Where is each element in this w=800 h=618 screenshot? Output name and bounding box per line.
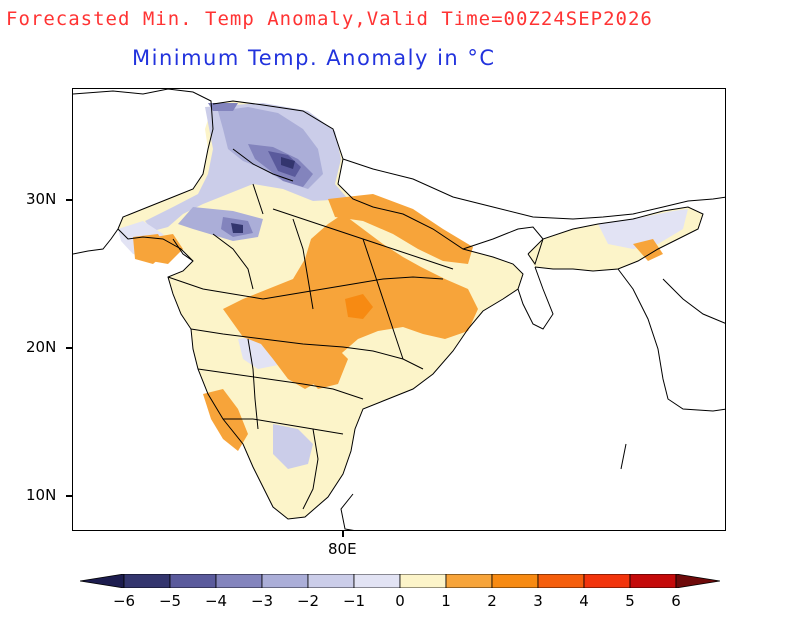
lat-tick-10n bbox=[66, 495, 72, 497]
anomaly-neg-south bbox=[273, 424, 313, 469]
lat-label-20n: 20N bbox=[26, 338, 57, 356]
colorbar-bin bbox=[215, 574, 263, 588]
colorbar-label: 6 bbox=[671, 592, 681, 610]
colorbar-bin bbox=[445, 574, 493, 588]
colorbar-bin bbox=[491, 574, 539, 588]
colorbar-bin bbox=[629, 574, 677, 588]
colorbar-bin bbox=[169, 574, 217, 588]
colorbar-label: 3 bbox=[533, 592, 543, 610]
colorbar-bin bbox=[399, 574, 447, 588]
colorbar-label: −4 bbox=[204, 592, 228, 610]
colorbar-label: 2 bbox=[487, 592, 497, 610]
colorbar-label: 4 bbox=[579, 592, 589, 610]
colorbar-bin bbox=[537, 574, 585, 588]
anomaly-pos1-nw bbox=[143, 234, 183, 264]
anomaly-pos1-east bbox=[303, 344, 348, 389]
colorbar-bin bbox=[261, 574, 309, 588]
lat-tick-20n bbox=[66, 347, 72, 349]
map-canvas bbox=[73, 89, 725, 530]
colorbar bbox=[80, 574, 720, 588]
colorbar-bin bbox=[583, 574, 631, 588]
lat-tick-30n bbox=[66, 199, 72, 201]
chart-subtitle: Minimum Temp. Anomaly in °C bbox=[132, 46, 496, 70]
colorbar-label: 1 bbox=[441, 592, 451, 610]
anomaly-pos1-gangetic bbox=[328, 194, 473, 264]
colorbar-label: −5 bbox=[158, 592, 182, 610]
lat-label-30n: 30N bbox=[26, 190, 57, 208]
colorbar-label: −6 bbox=[112, 592, 136, 610]
boundary-lines bbox=[73, 89, 725, 530]
anomaly-neg-top bbox=[208, 103, 238, 111]
anomaly-neg6-west bbox=[231, 223, 243, 233]
lon-label-80e: 80E bbox=[328, 540, 357, 558]
anomaly-pos2-central bbox=[345, 294, 373, 319]
lat-label-10n: 10N bbox=[26, 486, 57, 504]
chart-title: Forecasted Min. Temp Anomaly,Valid Time=… bbox=[6, 8, 653, 30]
anomaly-neg6-spot bbox=[281, 157, 295, 169]
colorbar-label: 0 bbox=[395, 592, 405, 610]
map-panel bbox=[72, 88, 726, 531]
colorbar-label: −2 bbox=[296, 592, 320, 610]
lon-tick-80e bbox=[342, 531, 344, 537]
colorbar-bin bbox=[353, 574, 401, 588]
colorbar-label: 5 bbox=[625, 592, 635, 610]
colorbar-label: −3 bbox=[250, 592, 274, 610]
anomaly-pos1-ne bbox=[633, 239, 663, 261]
colorbar-bin bbox=[675, 574, 720, 588]
colorbar-bin bbox=[123, 574, 171, 588]
colorbar-bin bbox=[80, 574, 125, 588]
colorbar-label: −1 bbox=[342, 592, 366, 610]
anomaly-neg-ne bbox=[598, 209, 688, 249]
colorbar-bin bbox=[307, 574, 355, 588]
